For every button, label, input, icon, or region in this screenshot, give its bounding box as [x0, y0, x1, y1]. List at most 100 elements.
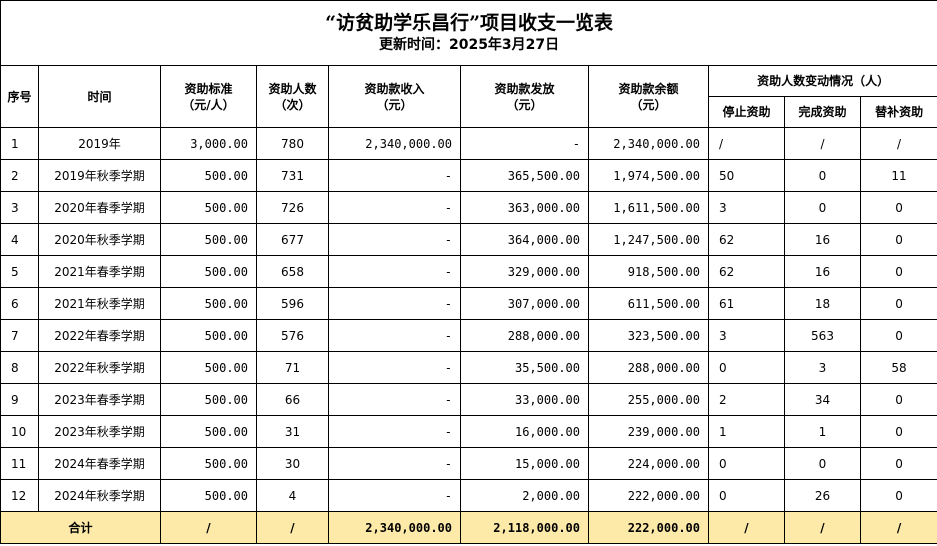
cell-stop[interactable]: 3	[708, 191, 785, 224]
total-label[interactable]: 合计	[0, 511, 161, 544]
header-index[interactable]: 序号	[0, 65, 39, 128]
header-count[interactable]: 资助人数 （次）	[256, 65, 329, 128]
cell-standard[interactable]: 500.00	[160, 351, 257, 384]
cell-payout[interactable]: -	[460, 127, 589, 160]
cell-income[interactable]: -	[328, 447, 461, 480]
cell-stop[interactable]: 0	[708, 351, 785, 384]
cell-payout[interactable]: 329,000.00	[460, 255, 589, 288]
total-balance[interactable]: 222,000.00	[588, 511, 709, 544]
cell-replace[interactable]: 0	[859, 223, 937, 256]
cell-stop[interactable]: 62	[708, 255, 785, 288]
cell-index[interactable]: 5	[0, 255, 39, 288]
cell-done[interactable]: /	[784, 127, 861, 160]
total-payout[interactable]: 2,118,000.00	[460, 511, 589, 544]
cell-payout[interactable]: 15,000.00	[460, 447, 589, 480]
cell-count[interactable]: 4	[256, 479, 329, 512]
cell-payout[interactable]: 365,500.00	[460, 159, 589, 192]
cell-income[interactable]: -	[328, 479, 461, 512]
cell-balance[interactable]: 323,500.00	[588, 319, 709, 352]
cell-replace[interactable]: 0	[859, 383, 937, 416]
cell-replace[interactable]: 0	[859, 255, 937, 288]
cell-count[interactable]: 596	[256, 287, 329, 320]
header-replace[interactable]: 替补资助	[859, 96, 937, 128]
cell-standard[interactable]: 500.00	[160, 383, 257, 416]
cell-income[interactable]: -	[328, 287, 461, 320]
cell-done[interactable]: 34	[784, 383, 861, 416]
cell-stop[interactable]: 1	[708, 415, 785, 448]
cell-stop[interactable]: 62	[708, 223, 785, 256]
cell-income[interactable]: -	[328, 415, 461, 448]
cell-done[interactable]: 563	[784, 319, 861, 352]
total-done[interactable]: /	[784, 511, 861, 544]
total-replace[interactable]: /	[859, 511, 937, 544]
cell-income[interactable]: -	[328, 255, 461, 288]
header-income[interactable]: 资助款收入 （元）	[328, 65, 461, 128]
cell-done[interactable]: 3	[784, 351, 861, 384]
header-time[interactable]: 时间	[38, 65, 161, 128]
cell-balance[interactable]: 611,500.00	[588, 287, 709, 320]
cell-index[interactable]: 11	[0, 447, 39, 480]
cell-done[interactable]: 0	[784, 159, 861, 192]
cell-count[interactable]: 780	[256, 127, 329, 160]
cell-income[interactable]: 2,340,000.00	[328, 127, 461, 160]
cell-time[interactable]: 2024年春季学期	[38, 447, 161, 480]
cell-stop[interactable]: /	[708, 127, 785, 160]
cell-count[interactable]: 31	[256, 415, 329, 448]
cell-standard[interactable]: 500.00	[160, 255, 257, 288]
cell-time[interactable]: 2021年春季学期	[38, 255, 161, 288]
cell-replace[interactable]: 11	[859, 159, 937, 192]
cell-standard[interactable]: 3,000.00	[160, 127, 257, 160]
cell-income[interactable]: -	[328, 351, 461, 384]
cell-balance[interactable]: 1,974,500.00	[588, 159, 709, 192]
cell-payout[interactable]: 363,000.00	[460, 191, 589, 224]
total-standard[interactable]: /	[160, 511, 257, 544]
cell-income[interactable]: -	[328, 223, 461, 256]
total-count[interactable]: /	[256, 511, 329, 544]
cell-index[interactable]: 3	[0, 191, 39, 224]
cell-count[interactable]: 731	[256, 159, 329, 192]
header-change-group[interactable]: 资助人数变动情况（人）	[707, 65, 937, 97]
header-balance[interactable]: 资助款余额 （元）	[588, 65, 709, 128]
header-stop[interactable]: 停止资助	[708, 96, 785, 128]
cell-index[interactable]: 12	[0, 479, 39, 512]
cell-count[interactable]: 30	[256, 447, 329, 480]
cell-index[interactable]: 9	[0, 383, 39, 416]
cell-count[interactable]: 658	[256, 255, 329, 288]
cell-replace[interactable]: 0	[859, 447, 937, 480]
total-income[interactable]: 2,340,000.00	[328, 511, 461, 544]
cell-time[interactable]: 2022年春季学期	[38, 319, 161, 352]
cell-replace[interactable]: 0	[859, 287, 937, 320]
cell-payout[interactable]: 16,000.00	[460, 415, 589, 448]
cell-count[interactable]: 66	[256, 383, 329, 416]
cell-income[interactable]: -	[328, 383, 461, 416]
cell-time[interactable]: 2024年秋季学期	[38, 479, 161, 512]
cell-standard[interactable]: 500.00	[160, 447, 257, 480]
cell-replace[interactable]: 0	[859, 415, 937, 448]
cell-index[interactable]: 10	[0, 415, 39, 448]
cell-done[interactable]: 16	[784, 223, 861, 256]
cell-stop[interactable]: 0	[708, 447, 785, 480]
cell-replace[interactable]: 58	[859, 351, 937, 384]
cell-stop[interactable]: 0	[708, 479, 785, 512]
cell-balance[interactable]: 288,000.00	[588, 351, 709, 384]
cell-standard[interactable]: 500.00	[160, 479, 257, 512]
cell-income[interactable]: -	[328, 159, 461, 192]
cell-done[interactable]: 0	[784, 447, 861, 480]
cell-replace[interactable]: /	[859, 127, 937, 160]
cell-payout[interactable]: 364,000.00	[460, 223, 589, 256]
cell-stop[interactable]: 61	[708, 287, 785, 320]
cell-index[interactable]: 8	[0, 351, 39, 384]
cell-done[interactable]: 0	[784, 191, 861, 224]
cell-replace[interactable]: 0	[859, 319, 937, 352]
cell-index[interactable]: 1	[0, 127, 39, 160]
cell-time[interactable]: 2023年秋季学期	[38, 415, 161, 448]
cell-balance[interactable]: 239,000.00	[588, 415, 709, 448]
cell-balance[interactable]: 918,500.00	[588, 255, 709, 288]
cell-payout[interactable]: 2,000.00	[460, 479, 589, 512]
cell-balance[interactable]: 1,247,500.00	[588, 223, 709, 256]
cell-standard[interactable]: 500.00	[160, 191, 257, 224]
cell-index[interactable]: 2	[0, 159, 39, 192]
cell-stop[interactable]: 50	[708, 159, 785, 192]
cell-balance[interactable]: 1,611,500.00	[588, 191, 709, 224]
cell-payout[interactable]: 307,000.00	[460, 287, 589, 320]
